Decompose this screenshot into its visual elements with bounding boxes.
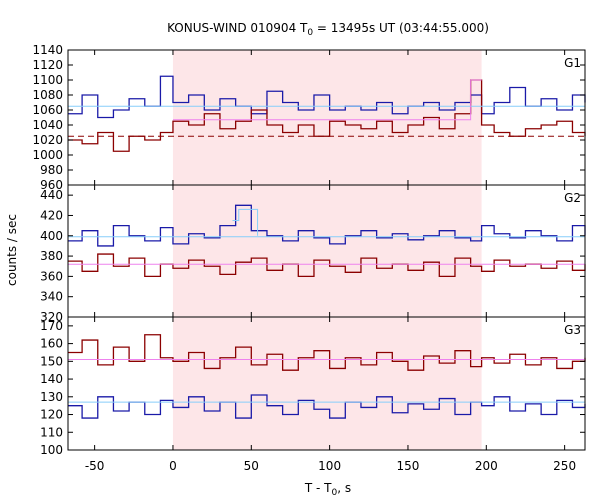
panel-label-g1: G1: [564, 56, 581, 70]
series-blue-step: [68, 394, 586, 419]
x-tick-label: 150: [397, 459, 420, 473]
panel-g3: 100 110 120 130 140 150 160 170 G3: [40, 316, 586, 457]
y-tick-label: 1120: [32, 58, 63, 72]
series-bg_pink-step_outline: [172, 79, 482, 121]
x-tick-label: 100: [318, 459, 341, 473]
y-tick-label: 1060: [32, 103, 63, 117]
y-tick-label: 360: [40, 269, 63, 283]
chart-title-sub: 0: [307, 28, 313, 38]
series-dark_red-step: [68, 79, 586, 152]
chart-title-main: KONUS-WIND 010904 T: [167, 21, 308, 35]
y-tick-label: 170: [40, 319, 63, 333]
y-axis-label: counts / sec: [5, 214, 19, 286]
y-tick-label: 1080: [32, 88, 63, 102]
x-tick-label: 0: [169, 459, 177, 473]
y-tick-label: 440: [40, 188, 63, 202]
y-tick-label: 960: [40, 178, 63, 192]
chart-panels: 96098010001020104010601080110011201140G1…: [32, 43, 586, 473]
y-tick-label: 340: [40, 290, 63, 304]
series-bg_light_blue-step_outline: [232, 208, 259, 236]
x-axis-label-sub: 0: [332, 488, 338, 498]
y-tick-label: 1100: [32, 73, 63, 87]
x-tick-label: 200: [475, 459, 498, 473]
y-tick-label: 320: [40, 310, 63, 324]
series-dark_red-step: [68, 253, 586, 278]
x-tick-label: 50: [244, 459, 259, 473]
y-tick-label: 380: [40, 249, 63, 263]
y-tick-label: 1000: [32, 148, 63, 162]
y-tick-label: 150: [40, 354, 63, 368]
shaded-interval: [172, 317, 482, 450]
y-tick-label: 1040: [32, 118, 63, 132]
shaded-interval: [172, 185, 482, 317]
series-blue-step: [68, 75, 586, 119]
y-tick-label: 1020: [32, 133, 63, 147]
panel-frame: [67, 316, 586, 451]
y-tick-label: 120: [40, 408, 63, 422]
y-tick-label: 980: [40, 163, 63, 177]
y-tick-label: 140: [40, 372, 63, 386]
panel-g2: 320 340 360 380 400 420 440 G2: [40, 184, 586, 324]
chart-title-rest: = 13495s UT (03:44:55.000): [313, 21, 489, 35]
y-tick-label: 110: [40, 425, 63, 439]
x-axis-label: T - T0, s: [304, 481, 351, 498]
panel-label-g3: G3: [564, 323, 581, 337]
y-tick-label: 400: [40, 229, 63, 243]
x-axis-label-main: T - T: [304, 481, 332, 495]
y-tick-label: 100: [40, 443, 63, 457]
y-tick-label: 420: [40, 208, 63, 222]
panel-label-g2: G2: [564, 191, 581, 205]
y-tick-label: 160: [40, 337, 63, 351]
y-tick-label: 130: [40, 390, 63, 404]
y-tick-label: 1140: [32, 43, 63, 57]
x-axis-label-rest: , s: [337, 481, 351, 495]
x-tick-label: -50: [85, 459, 105, 473]
series-dark_red-step: [68, 334, 586, 371]
x-tick-label: 250: [553, 459, 576, 473]
chart-title: KONUS-WIND 010904 T0 = 13495s UT (03:44:…: [167, 21, 489, 38]
